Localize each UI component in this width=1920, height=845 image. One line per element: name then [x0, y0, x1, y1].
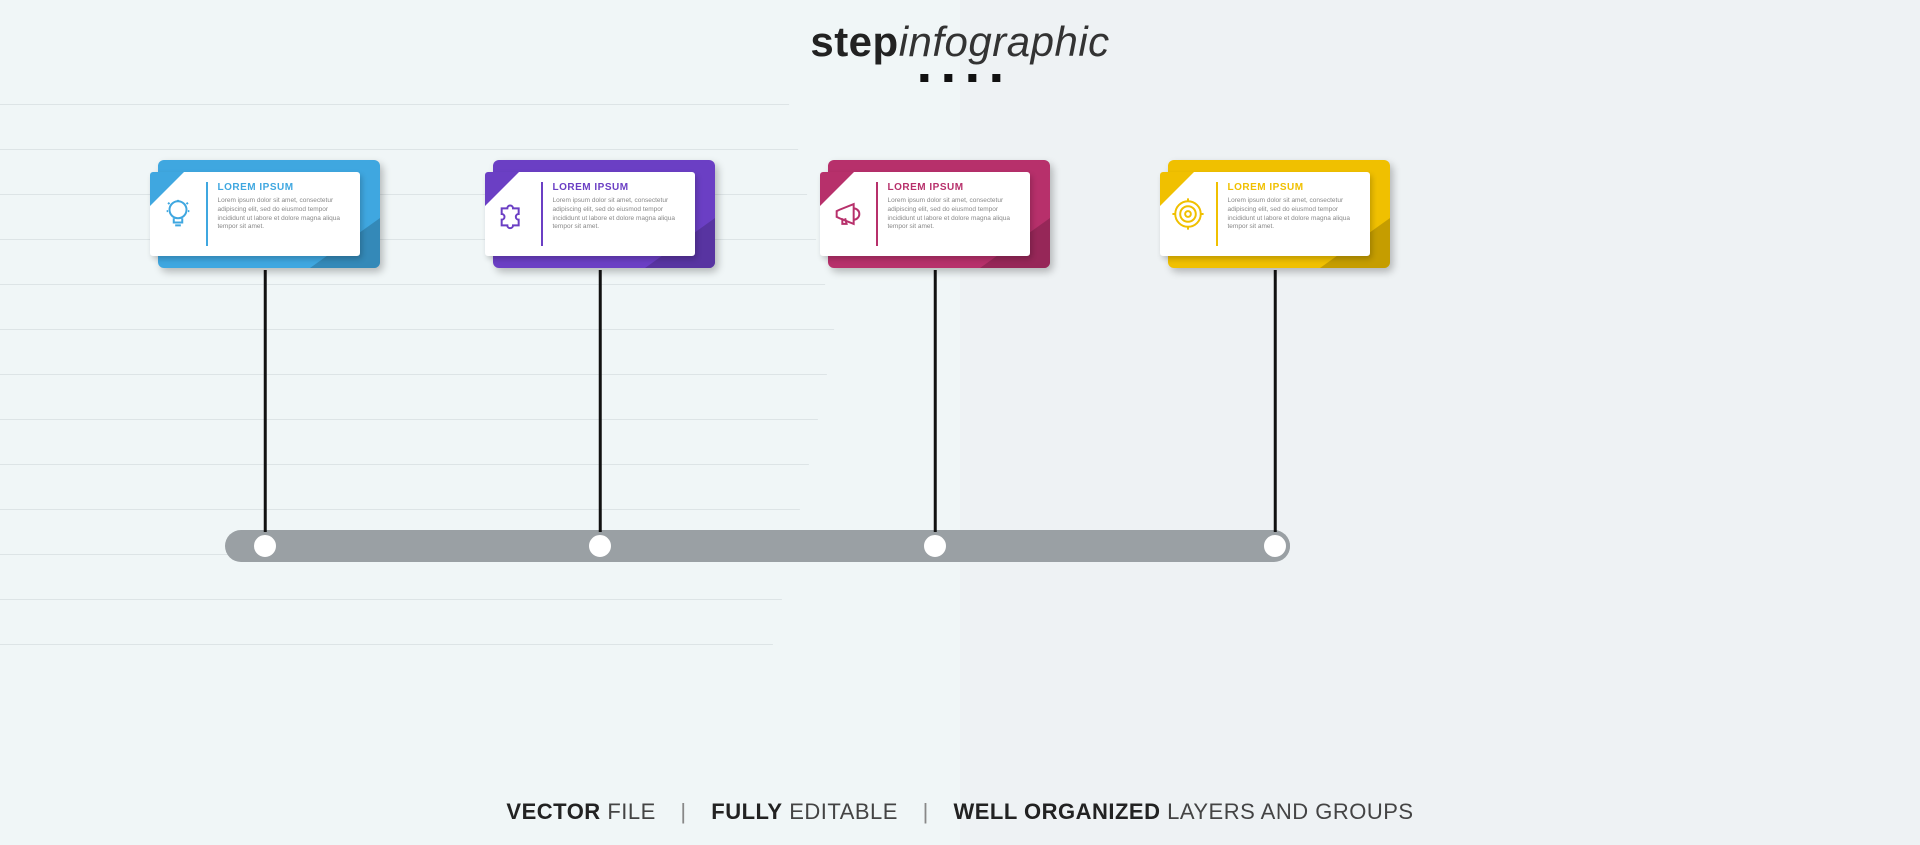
card-body: Lorem ipsum dolor sit amet, consectetur …	[888, 197, 1021, 232]
page-title: stepinfographic	[810, 18, 1109, 82]
footer-text: VECTOR FILE | FULLY EDITABLE | WELL ORGA…	[506, 799, 1413, 825]
timeline-node-4	[1260, 531, 1290, 561]
card-body: Lorem ipsum dolor sit amet, consectetur …	[218, 197, 351, 232]
step-card-2: LOREM IPSUM Lorem ipsum dolor sit amet, c…	[485, 160, 715, 270]
card-front: LOREM IPSUM Lorem ipsum dolor sit amet, c…	[1160, 172, 1370, 256]
connector-4	[1274, 270, 1277, 532]
connector-1	[264, 270, 267, 532]
card-text: LOREM IPSUM Lorem ipsum dolor sit amet, c…	[208, 172, 361, 256]
timeline-bar	[225, 530, 1290, 562]
timeline-node-1	[250, 531, 280, 561]
connector-3	[934, 270, 937, 532]
card-title: LOREM IPSUM	[1228, 182, 1361, 193]
step-card-4: LOREM IPSUM Lorem ipsum dolor sit amet, c…	[1160, 160, 1390, 270]
background-right	[960, 0, 1920, 845]
card-body: Lorem ipsum dolor sit amet, consectetur …	[553, 197, 686, 232]
title-bold: step	[810, 18, 898, 65]
card-title: LOREM IPSUM	[553, 182, 686, 193]
step-card-3: LOREM IPSUM Lorem ipsum dolor sit amet, c…	[820, 160, 1050, 270]
card-title: LOREM IPSUM	[888, 182, 1021, 193]
title-light: infographic	[899, 18, 1110, 65]
timeline-node-3	[920, 531, 950, 561]
connector-2	[599, 270, 602, 532]
card-front: LOREM IPSUM Lorem ipsum dolor sit amet, c…	[485, 172, 695, 256]
background-arrow	[0, 0, 835, 668]
title-dots	[810, 74, 1109, 82]
card-front: LOREM IPSUM Lorem ipsum dolor sit amet, c…	[820, 172, 1030, 256]
step-card-1: LOREM IPSUM Lorem ipsum dolor sit amet, c…	[150, 160, 380, 270]
background-stripes	[0, 60, 835, 668]
card-text: LOREM IPSUM Lorem ipsum dolor sit amet, c…	[543, 172, 696, 256]
card-front: LOREM IPSUM Lorem ipsum dolor sit amet, c…	[150, 172, 360, 256]
card-text: LOREM IPSUM Lorem ipsum dolor sit amet, c…	[878, 172, 1031, 256]
timeline-node-2	[585, 531, 615, 561]
card-title: LOREM IPSUM	[218, 182, 351, 193]
card-body: Lorem ipsum dolor sit amet, consectetur …	[1228, 197, 1361, 232]
card-text: LOREM IPSUM Lorem ipsum dolor sit amet, c…	[1218, 172, 1371, 256]
